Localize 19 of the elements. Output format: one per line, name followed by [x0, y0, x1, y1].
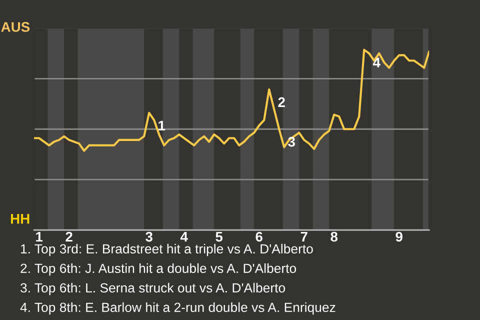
x-tick-label: 1 — [36, 232, 43, 242]
x-tick-label: 2 — [66, 232, 72, 242]
text: 4. Top 8th: E. Barlow hit a 2-run double vs A. Enriquez — [20, 302, 336, 315]
x-tick-label: 3 — [146, 232, 152, 242]
text: 2. Top 6th: J. Austin hit a double vs A. D'Alberto — [20, 263, 296, 276]
text: HH — [11, 214, 30, 224]
x-tick-label: 5 — [216, 232, 223, 242]
annotation: 3 — [288, 136, 295, 147]
x-tick-label: 8 — [330, 232, 338, 242]
x-tick-label: 6 — [256, 232, 262, 242]
text: 3. Top 6th: L. Serna struck out vs A. D'Alberto — [20, 282, 286, 296]
annotation: 2 — [278, 97, 285, 107]
x-tick-label: 7 — [300, 232, 308, 242]
annotation: 4 — [372, 58, 380, 68]
x-tick-label: 9 — [396, 232, 402, 242]
text: AUS — [1, 22, 30, 32]
text: 1. Top 3rd: E. Bradstreet hit a triple vs A. D'Alberto — [21, 244, 313, 256]
annotation: 1 — [158, 120, 166, 130]
x-tick-label: 4 — [180, 232, 188, 242]
